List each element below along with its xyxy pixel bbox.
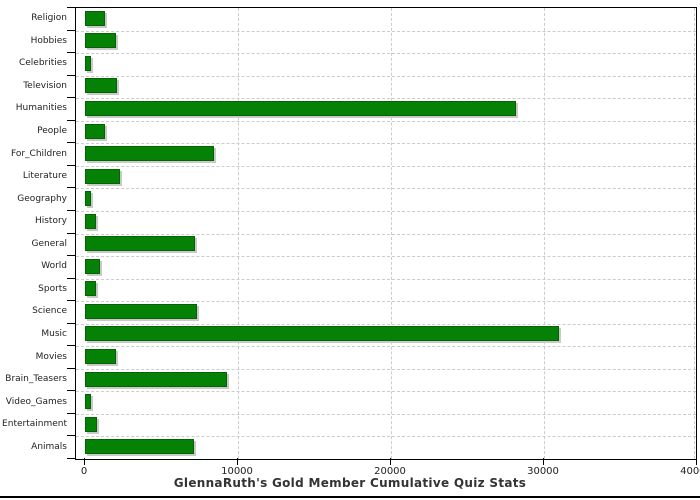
horizontal-gridline <box>76 120 696 122</box>
horizontal-gridline <box>76 391 696 393</box>
y-axis-tick <box>67 458 75 459</box>
bar-brain_teasers <box>85 371 228 387</box>
x-axis-tick-label: 20000 <box>374 466 406 477</box>
category-label: Video_Games <box>5 396 67 407</box>
y-axis-tick <box>67 52 75 54</box>
y-axis-tick <box>67 390 75 392</box>
y-axis-tick <box>67 300 75 302</box>
x-axis-tick-label: 10000 <box>221 466 253 477</box>
category-label: Television <box>23 80 67 91</box>
y-axis-tick <box>67 209 75 211</box>
bar-history <box>85 213 96 229</box>
horizontal-gridline <box>76 301 696 303</box>
horizontal-gridline <box>76 188 696 190</box>
bottom-rule <box>0 496 700 498</box>
category-label: Humanities <box>15 103 67 114</box>
y-axis-tick <box>67 119 75 121</box>
bar-music <box>85 326 560 342</box>
y-axis-tick <box>67 232 75 234</box>
x-axis-tick <box>390 458 391 465</box>
bar-people <box>85 123 105 139</box>
category-label: Music <box>41 328 67 339</box>
bar-celebrities <box>85 55 92 71</box>
category-label: Movies <box>35 351 67 362</box>
horizontal-gridline <box>76 436 696 438</box>
plot-area <box>75 7 697 460</box>
y-axis-tick <box>67 345 75 347</box>
bar-science <box>85 303 197 319</box>
category-label: History <box>34 216 67 227</box>
category-label: World <box>41 261 67 272</box>
y-axis-tick <box>67 164 75 166</box>
bar-literature <box>85 168 121 184</box>
horizontal-gridline <box>76 210 696 212</box>
x-axis-tick <box>696 458 697 465</box>
y-axis-tick <box>67 322 75 324</box>
category-label: Geography <box>17 193 67 204</box>
horizontal-gridline <box>76 53 696 55</box>
bar-world <box>85 258 101 274</box>
x-axis-tick <box>237 458 238 465</box>
x-axis-tick-label: 0 <box>80 466 88 477</box>
category-label: Literature <box>22 171 67 182</box>
bar-television <box>85 78 118 94</box>
x-axis-tick-label: 30000 <box>527 466 559 477</box>
bar-entertainment <box>85 416 98 432</box>
y-axis-tick <box>67 7 75 8</box>
y-axis-tick <box>67 277 75 279</box>
bar-animals <box>85 439 194 455</box>
horizontal-gridline <box>76 368 696 370</box>
y-axis-tick <box>67 435 75 437</box>
horizontal-gridline <box>76 233 696 235</box>
x-axis-tick <box>543 458 544 465</box>
bar-religion <box>85 10 105 26</box>
y-axis-tick <box>67 367 75 369</box>
bar-geography <box>85 191 92 207</box>
y-axis-tick <box>67 97 75 99</box>
category-label: Sports <box>38 283 67 294</box>
bar-humanities <box>85 100 517 116</box>
bar-hobbies <box>85 33 116 49</box>
category-label: Science <box>32 306 67 317</box>
horizontal-gridline <box>76 323 696 325</box>
horizontal-gridline <box>76 98 696 100</box>
horizontal-gridline <box>76 346 696 348</box>
bar-movies <box>85 349 116 365</box>
y-axis-tick <box>67 187 75 189</box>
horizontal-gridline <box>76 278 696 280</box>
category-label: Entertainment <box>2 419 67 430</box>
chart-title: GlennaRuth's Gold Member Cumulative Quiz… <box>173 476 527 490</box>
horizontal-gridline <box>76 165 696 167</box>
bar-general <box>85 236 196 252</box>
y-axis-tick <box>67 142 75 144</box>
bar-sports <box>85 281 96 297</box>
category-label: Brain_Teasers <box>5 374 67 385</box>
horizontal-gridline <box>76 256 696 258</box>
y-axis-tick <box>67 412 75 414</box>
y-axis-tick <box>67 255 75 257</box>
category-label: Hobbies <box>30 35 67 46</box>
y-axis-tick <box>67 74 75 76</box>
category-label: Religion <box>31 13 67 24</box>
horizontal-gridline <box>76 413 696 415</box>
category-label: For_Children <box>10 148 67 159</box>
x-axis-tick <box>84 458 85 465</box>
category-label: Celebrities <box>18 58 67 69</box>
category-label: People <box>37 126 67 137</box>
bar-for_children <box>85 146 214 162</box>
x-axis-tick-label: 40000 <box>680 466 700 477</box>
y-axis-tick <box>67 29 75 31</box>
horizontal-gridline <box>76 75 696 77</box>
category-label: Animals <box>31 441 67 452</box>
bar-video_games <box>85 394 92 410</box>
category-label: General <box>31 238 67 249</box>
horizontal-gridline <box>76 30 696 32</box>
horizontal-gridline <box>76 143 696 145</box>
